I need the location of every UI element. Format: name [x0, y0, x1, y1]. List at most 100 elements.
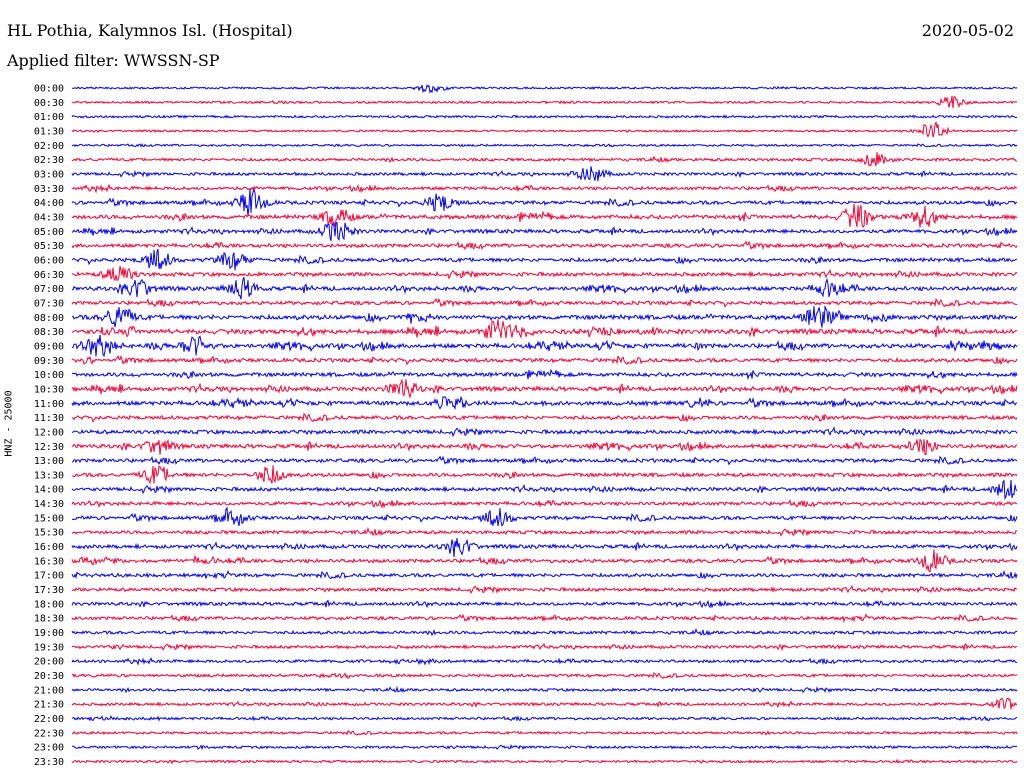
row-time-label: 21:00 — [34, 685, 64, 696]
trace-line — [71, 368, 1018, 381]
trace-line — [72, 183, 1018, 194]
row-time-label: 03:30 — [34, 184, 64, 195]
row-time-label: 04:30 — [34, 212, 64, 223]
row-time-label: 02:30 — [34, 155, 64, 166]
row-time-label: 19:30 — [34, 642, 64, 653]
trace-line — [71, 297, 1018, 308]
row-time-label: 01:00 — [34, 112, 64, 123]
row-time-label: 11:00 — [34, 399, 64, 410]
row-time-label: 23:00 — [34, 743, 64, 754]
row-time-label: 10:30 — [34, 384, 64, 395]
row-time-label: 04:00 — [34, 198, 64, 209]
trace-line — [71, 412, 1018, 423]
trace-line — [71, 221, 1018, 241]
trace-line — [71, 203, 1018, 228]
row-label-layer: 00:00 00:30 01:00 01:30 02:00 02:30 03:00 03:30… — [34, 84, 64, 769]
trace-line — [71, 642, 1018, 652]
trace-line — [71, 265, 1018, 282]
row-time-label: 22:00 — [34, 714, 64, 725]
trace-line — [71, 319, 1018, 339]
station-title: HL Pothia, Kalymnos Isl. (Hospital) — [7, 21, 293, 40]
trace-line — [71, 120, 1018, 138]
row-time-label: 16:00 — [34, 542, 64, 553]
row-time-label: 06:30 — [34, 270, 64, 281]
trace-line — [71, 95, 1018, 109]
row-time-label: 08:00 — [34, 313, 64, 324]
row-time-label: 20:30 — [34, 671, 64, 682]
trace-line — [71, 465, 1018, 485]
row-time-label: 20:00 — [34, 657, 64, 668]
trace-line — [71, 114, 1018, 119]
row-time-label: 06:00 — [34, 255, 64, 266]
row-time-label: 12:30 — [34, 442, 64, 453]
trace-line — [71, 499, 1018, 509]
row-time-label: 00:00 — [34, 84, 64, 95]
trace-line — [71, 455, 1018, 466]
row-time-label: 13:30 — [34, 470, 64, 481]
filter-label: Applied filter: WWSSN-SP — [7, 51, 220, 70]
row-time-label: 17:00 — [34, 571, 64, 582]
row-time-label: 15:30 — [34, 528, 64, 539]
trace-line — [71, 143, 1018, 148]
trace-line — [71, 379, 1018, 399]
trace-line — [71, 758, 1018, 765]
trace-line — [71, 152, 1018, 167]
row-time-label: 09:00 — [34, 341, 64, 352]
trace-line — [71, 538, 1018, 558]
trace-line — [71, 248, 1017, 271]
record-date: 2020-05-02 — [921, 21, 1014, 40]
trace-line — [71, 84, 1018, 94]
row-time-label: 21:30 — [34, 700, 64, 711]
row-time-label: 12:00 — [34, 427, 64, 438]
trace-line — [71, 354, 1018, 366]
row-time-label: 11:30 — [34, 413, 64, 424]
trace-line — [71, 715, 1018, 722]
row-time-label: 14:00 — [34, 485, 64, 496]
trace-line — [71, 549, 1018, 573]
row-time-label: 01:30 — [34, 126, 64, 137]
row-time-label: 23:30 — [34, 757, 64, 768]
trace-line — [71, 304, 1018, 328]
row-time-label: 05:30 — [34, 241, 64, 252]
trace-line — [71, 479, 1018, 501]
trace-line — [72, 276, 1018, 300]
row-time-label: 19:00 — [34, 628, 64, 639]
row-time-label: 00:30 — [34, 98, 64, 109]
row-time-label: 02:00 — [34, 141, 64, 152]
row-time-label: 18:00 — [34, 599, 64, 610]
trace-line — [71, 395, 1018, 411]
trace-line — [71, 584, 1018, 595]
trace-line — [71, 334, 1018, 358]
trace-layer — [71, 84, 1018, 765]
row-time-label: 16:30 — [34, 556, 64, 567]
trace-line — [71, 697, 1018, 710]
row-time-label: 08:30 — [34, 327, 64, 338]
row-time-label: 17:30 — [34, 585, 64, 596]
row-time-label: 22:30 — [34, 728, 64, 739]
trace-line — [71, 744, 1017, 751]
trace-line — [71, 599, 1018, 609]
row-time-label: 03:00 — [34, 169, 64, 180]
trace-line — [71, 240, 1018, 251]
row-time-label: 18:30 — [34, 614, 64, 625]
trace-line — [71, 672, 1018, 679]
row-time-label: 15:00 — [34, 513, 64, 524]
trace-line — [71, 438, 1018, 456]
row-time-label: 07:30 — [34, 298, 64, 309]
row-time-label: 13:00 — [34, 456, 64, 467]
row-time-label: 07:00 — [34, 284, 64, 295]
trace-line — [71, 426, 1018, 438]
row-time-label: 09:30 — [34, 356, 64, 367]
trace-line — [71, 188, 1018, 216]
trace-line — [71, 628, 1018, 637]
row-time-label: 05:00 — [34, 227, 64, 238]
trace-line — [71, 526, 1018, 537]
trace-line — [71, 730, 1018, 736]
row-time-label: 10:00 — [34, 370, 64, 381]
trace-line — [71, 613, 1018, 624]
trace-line — [71, 569, 1018, 580]
trace-line — [71, 166, 1018, 182]
trace-line — [71, 685, 1018, 694]
trace-line — [71, 506, 1018, 527]
